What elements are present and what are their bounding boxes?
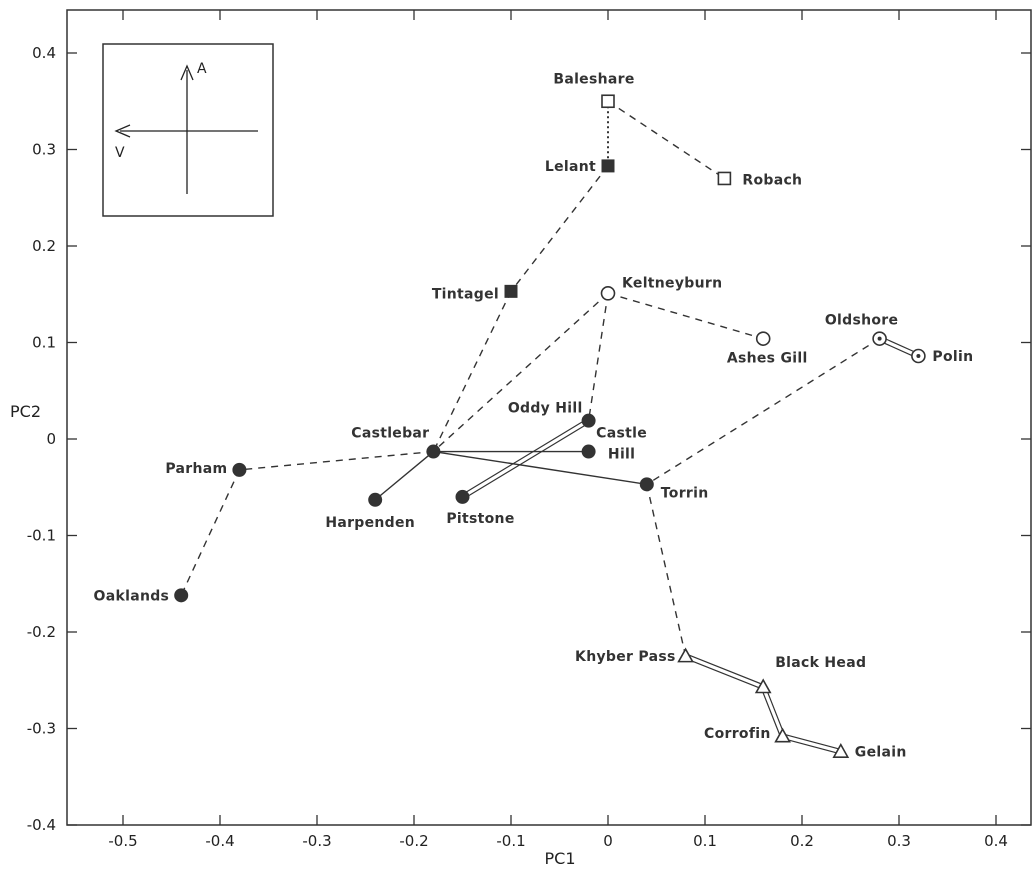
- data-point: [754, 678, 772, 694]
- connection-line: [607, 292, 764, 340]
- data-point-center-dot: [877, 336, 882, 341]
- inset-box: [102, 43, 274, 217]
- point-label: Corrofin: [704, 726, 771, 742]
- connection-line: [463, 422, 591, 500]
- ticks-layer: -0.5 -0.4 -0.3 -0.2 -0.1 0 0.1 0.2 0.3 0.4 -0.4 -0.…: [27, 10, 1031, 850]
- point-label: Torrin: [661, 485, 709, 501]
- y-tick-label: -0.4: [27, 816, 56, 834]
- y-tick-label: 0.3: [32, 141, 56, 159]
- connection-line: [432, 291, 512, 452]
- connection-line: [646, 338, 880, 485]
- data-point: [581, 444, 596, 459]
- inset-vertical-arrowhead: [180, 64, 194, 81]
- point-label: Oaklands: [94, 588, 170, 604]
- point-label: Hill: [608, 447, 635, 463]
- data-point: [581, 413, 596, 428]
- point-label: Baleshare: [553, 71, 634, 87]
- point-label: Tintagel: [432, 286, 499, 302]
- y-tick-label: -0.1: [27, 527, 56, 545]
- data-point: [174, 588, 189, 603]
- point-label: Lelant: [545, 159, 596, 175]
- inset-label-v: V: [115, 145, 125, 161]
- data-point: [677, 647, 694, 663]
- point-label: Oldshore: [825, 313, 898, 329]
- connection-line: [510, 165, 609, 292]
- connection-line: [878, 340, 918, 359]
- data-point-center-dot: [916, 354, 921, 359]
- data-point: [600, 285, 616, 301]
- y-tick-label: 0: [46, 430, 56, 448]
- y-axis-title: PC2: [10, 402, 41, 421]
- connection-line: [432, 292, 609, 453]
- x-tick-label: 0.2: [790, 832, 814, 850]
- connection-line: [239, 450, 434, 471]
- data-point: [832, 743, 850, 758]
- point-label: Keltneyburn: [622, 275, 722, 291]
- x-tick-label: 0.3: [887, 832, 911, 850]
- x-tick-label: -0.2: [399, 832, 428, 850]
- x-tick-label: 0: [603, 832, 613, 850]
- connection-line: [764, 685, 786, 736]
- connection-line: [783, 733, 842, 751]
- connection-line: [760, 687, 782, 738]
- point-label: Oddy Hill: [508, 401, 583, 417]
- point-label: Parham: [165, 461, 227, 477]
- data-point: [639, 477, 654, 492]
- x-axis-title: PC1: [545, 849, 576, 868]
- connection-line: [433, 450, 647, 486]
- y-tick-label: 0.1: [32, 334, 56, 352]
- connection-line: [686, 653, 765, 686]
- data-point: [368, 492, 383, 507]
- data-point: [426, 444, 441, 459]
- connection-line: [461, 418, 588, 496]
- connection-line: [880, 336, 920, 355]
- data-point: [717, 171, 732, 186]
- y-tick-label: -0.2: [27, 623, 56, 641]
- connection-line: [646, 484, 687, 657]
- x-tick-label: 0.4: [984, 832, 1008, 850]
- point-label: Robach: [742, 172, 802, 188]
- axes-direction-inset: A V: [102, 43, 274, 217]
- connection-line: [180, 469, 241, 596]
- points-layer: [174, 94, 926, 758]
- point-label: Black Head: [775, 655, 866, 671]
- y-tick-label: -0.3: [27, 720, 56, 738]
- data-point: [601, 159, 615, 173]
- data-point: [755, 331, 771, 346]
- connection-line: [374, 451, 434, 501]
- connection-line: [781, 737, 841, 755]
- data-point: [774, 727, 791, 743]
- connection-line: [684, 657, 763, 690]
- connection-line: [607, 100, 725, 180]
- point-label: Khyber Pass: [575, 649, 676, 665]
- y-tick-label: 0.4: [32, 44, 56, 62]
- point-label: Ashes Gill: [727, 351, 808, 367]
- point-label: Gelain: [855, 745, 907, 761]
- x-tick-label: 0.1: [693, 832, 717, 850]
- data-point: [504, 284, 518, 298]
- point-label: Castlebar: [351, 426, 429, 442]
- point-label: Pitstone: [446, 511, 514, 527]
- point-labels-layer: Baleshare Robach Lelant Tintagel Keltneyburn…: [94, 71, 973, 761]
- data-point: [232, 462, 247, 477]
- x-tick-label: -0.4: [205, 832, 234, 850]
- plot-frame: [66, 9, 1032, 826]
- data-point: [455, 489, 470, 504]
- connections-layer: [180, 100, 920, 755]
- x-tick-label: -0.5: [108, 832, 137, 850]
- y-tick-label: 0.2: [32, 237, 56, 255]
- x-tick-label: -0.1: [496, 832, 525, 850]
- point-label: Castle: [596, 426, 647, 442]
- x-tick-label: -0.3: [302, 832, 331, 850]
- point-label: Harpenden: [325, 515, 415, 531]
- inset-label-a: A: [197, 61, 207, 77]
- connection-line: [587, 293, 609, 421]
- point-label: Polin: [932, 349, 973, 365]
- data-point: [601, 94, 615, 109]
- inset-horizontal-arrowhead: [114, 124, 131, 138]
